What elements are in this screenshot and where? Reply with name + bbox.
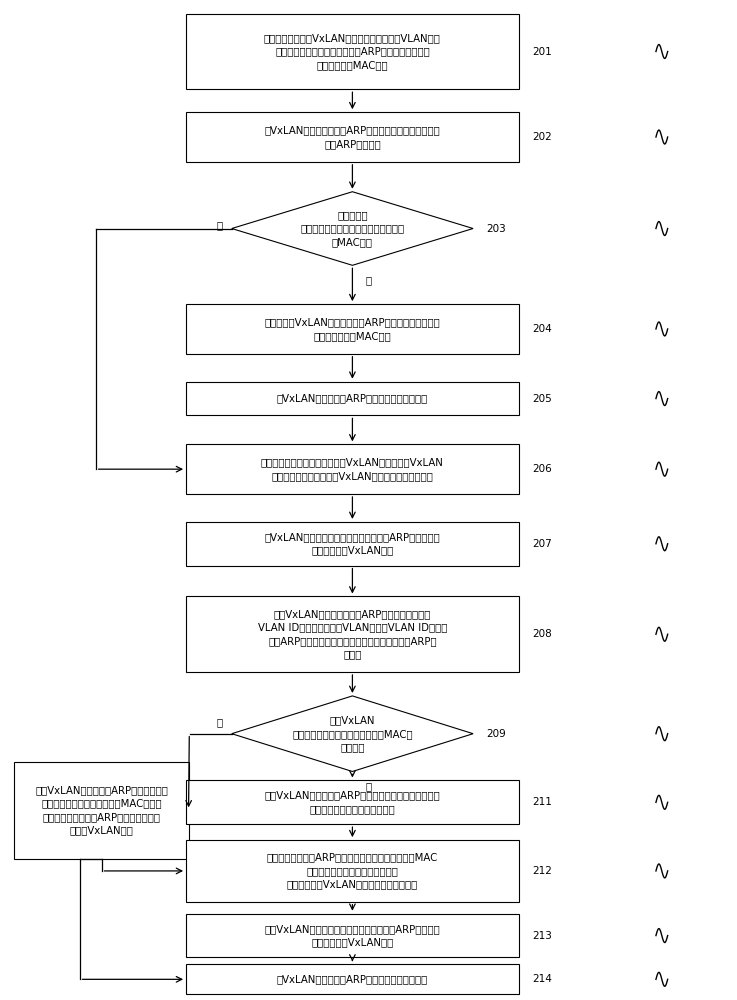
- FancyBboxPatch shape: [186, 780, 519, 824]
- Text: 201: 201: [532, 47, 552, 57]
- Text: 202: 202: [532, 132, 552, 142]
- Text: 是: 是: [366, 275, 371, 285]
- Text: 其它VxLAN网关分别将第一ARP请求消息中的第一
VLAN ID更换为所在第二VLAN的第二VLAN ID，得到
第二ARP请求消息并向所辖范围内的主机广播第: 其它VxLAN网关分别将第一ARP请求消息中的第一 VLAN ID更换为所在第二…: [258, 609, 447, 660]
- Polygon shape: [231, 192, 473, 265]
- Text: 目标VxLAN网关根据第二指示消息，将第二ARP应答消息
单播发送给源VxLAN网关: 目标VxLAN网关根据第二指示消息，将第二ARP应答消息 单播发送给源VxLAN…: [265, 924, 440, 947]
- Text: 204: 204: [532, 324, 552, 334]
- Text: 源VxLAN网关将第二ARP应答消息转发给源主机: 源VxLAN网关将第二ARP应答消息转发给源主机: [277, 974, 428, 984]
- Text: 源VxLAN网关接收到第一ARP请求消息后，向控制器上报
第一ARP请求消息: 源VxLAN网关接收到第一ARP请求消息后，向控制器上报 第一ARP请求消息: [265, 125, 440, 149]
- Text: 目标VxLAN网关将第二ARP应答消息上报
给控制器；根据匹配源主机的MAC地址的
转发流表项，将第二ARP应答消息单播发
送给源VxLAN网关: 目标VxLAN网关将第二ARP应答消息上报 给控制器；根据匹配源主机的MAC地址…: [35, 785, 168, 836]
- FancyBboxPatch shape: [186, 444, 519, 494]
- Text: 否: 否: [217, 221, 223, 231]
- Text: 控制器根据该第二ARP应答消息学习第一目标主机的MAC
地址；以及响应于接收到转发规则
请求，向目标VxLAN网关发送第二指示消息: 控制器根据该第二ARP应答消息学习第一目标主机的MAC 地址；以及响应于接收到转…: [267, 852, 438, 890]
- FancyBboxPatch shape: [15, 762, 189, 859]
- Text: 205: 205: [532, 394, 552, 404]
- Text: 207: 207: [532, 539, 552, 549]
- FancyBboxPatch shape: [186, 522, 519, 566]
- Text: 206: 206: [532, 464, 552, 474]
- FancyBboxPatch shape: [186, 112, 519, 162]
- FancyBboxPatch shape: [186, 914, 519, 957]
- Text: 控制器查询
地址解析表中是否存储有第一目标主机
的MAC地址: 控制器查询 地址解析表中是否存储有第一目标主机 的MAC地址: [301, 210, 405, 247]
- Text: 源主机与位于同一VxLAN的同一互通域的不同VLAN中的
第一目标主机通信时，发送第一ARP请求消息以查询第
一目标主机的MAC地址: 源主机与位于同一VxLAN的同一互通域的不同VLAN中的 第一目标主机通信时，发…: [264, 33, 441, 70]
- Text: 203: 203: [486, 224, 506, 234]
- Text: 控制器向源VxLAN网关返回第一ARP应答消息，其中包括
第一目标主机的MAC地址: 控制器向源VxLAN网关返回第一ARP应答消息，其中包括 第一目标主机的MAC地…: [265, 317, 440, 341]
- Text: 211: 211: [532, 797, 552, 807]
- FancyBboxPatch shape: [186, 304, 519, 354]
- Text: 209: 209: [486, 729, 506, 739]
- Text: 是: 是: [217, 717, 223, 727]
- Text: 源VxLAN网关根据第一指示消息，将第一ARP请求消息单
播发送给其它VxLAN网关: 源VxLAN网关根据第一指示消息，将第一ARP请求消息单 播发送给其它VxLAN…: [265, 532, 440, 556]
- FancyBboxPatch shape: [186, 964, 519, 994]
- FancyBboxPatch shape: [186, 382, 519, 415]
- Text: 214: 214: [532, 974, 552, 984]
- Text: 否: 否: [366, 781, 371, 791]
- Text: 目标VxLAN网关将第二ARP应答消息上报给控制器，同时
向控制器同时发送转发规则请求: 目标VxLAN网关将第二ARP应答消息上报给控制器，同时 向控制器同时发送转发规…: [265, 791, 440, 814]
- FancyBboxPatch shape: [186, 14, 519, 89]
- Text: 目标VxLAN
网关查询是否查询到匹配源主机的MAC地
址的流表: 目标VxLAN 网关查询是否查询到匹配源主机的MAC地 址的流表: [292, 715, 413, 752]
- Polygon shape: [231, 696, 473, 771]
- Text: 212: 212: [532, 866, 552, 876]
- Text: 源VxLAN网关将第一ARP应答消息发送给源主机: 源VxLAN网关将第一ARP应答消息发送给源主机: [277, 394, 428, 404]
- FancyBboxPatch shape: [186, 596, 519, 672]
- FancyBboxPatch shape: [186, 840, 519, 902]
- Text: 213: 213: [532, 931, 552, 941]
- Text: 208: 208: [532, 629, 552, 639]
- Text: 控制器获取上述互通域中中除源VxLAN网关外其它VxLAN
网关的地址信息，并向源VxLAN网关发送第一指示消息: 控制器获取上述互通域中中除源VxLAN网关外其它VxLAN 网关的地址信息，并向…: [261, 457, 444, 481]
